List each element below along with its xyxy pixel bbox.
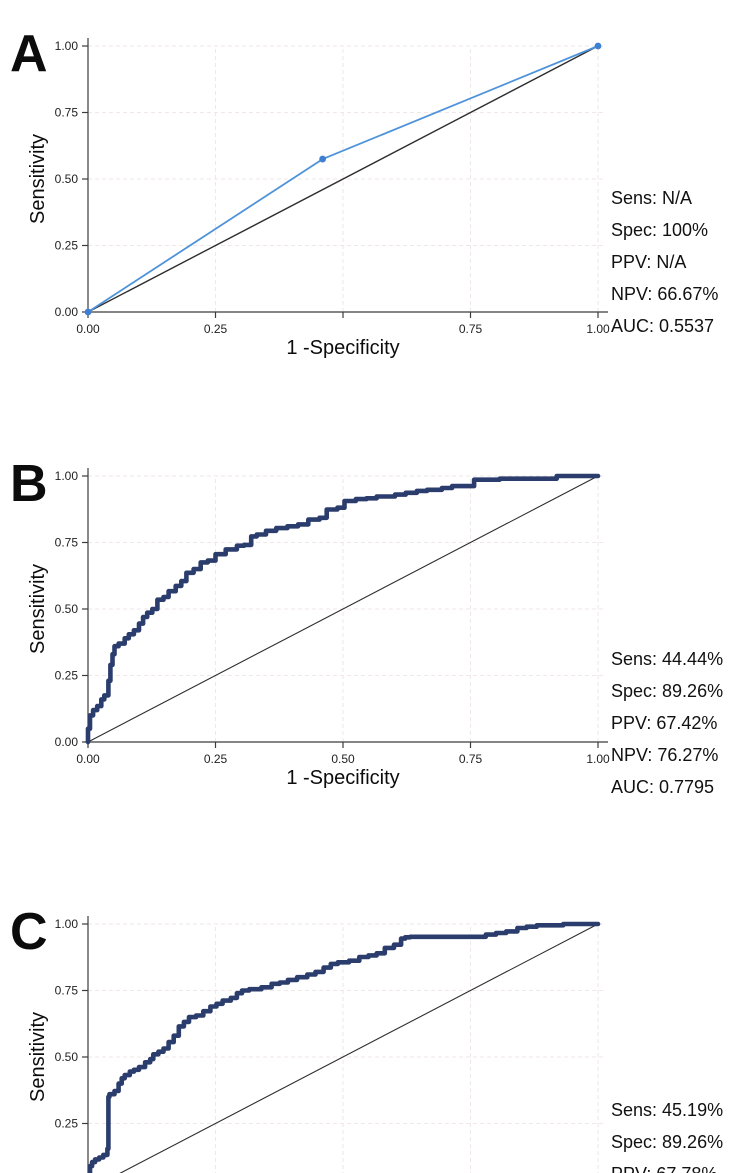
svg-text:0.75: 0.75 xyxy=(459,322,483,336)
svg-text:0.50: 0.50 xyxy=(55,172,79,186)
svg-text:1.00: 1.00 xyxy=(586,322,610,336)
svg-text:0.75: 0.75 xyxy=(459,752,483,766)
svg-text:0.25: 0.25 xyxy=(204,322,228,336)
stats-block-c: Sens: 45.19% Spec: 89.26% PPV: 67.78% NP… xyxy=(611,1094,750,1173)
stat-ppv: PPV: N/A xyxy=(611,252,687,272)
stats-block-b: Sens: 44.44% Spec: 89.26% PPV: 67.42% NP… xyxy=(611,643,750,803)
stat-specificity: Spec: 100% xyxy=(611,220,709,240)
stat-npv: NPV: 66.67% xyxy=(611,284,719,304)
svg-text:Sensitivity: Sensitivity xyxy=(28,564,49,654)
svg-text:1 -Specificity: 1 -Specificity xyxy=(286,337,399,359)
svg-text:0.25: 0.25 xyxy=(55,669,79,683)
svg-text:0.50: 0.50 xyxy=(55,1050,79,1064)
svg-text:1 -Specificity: 1 -Specificity xyxy=(286,767,399,789)
roc-plot-a: 0.00 0.25 0.75 1.00 0.00 0.25 0.50 0.75 1.00 1 -S… xyxy=(28,38,610,359)
stat-ppv: PPV: 67.78% xyxy=(611,1158,750,1173)
svg-text:0.25: 0.25 xyxy=(55,1117,79,1131)
svg-text:0.00: 0.00 xyxy=(55,735,79,749)
svg-text:1.00: 1.00 xyxy=(586,752,610,766)
stat-auc: AUC: 0.7795 xyxy=(611,777,715,797)
svg-text:0.75: 0.75 xyxy=(55,536,79,550)
svg-text:0.25: 0.25 xyxy=(55,239,79,253)
stat-sensitivity: Sens: N/A xyxy=(611,188,693,208)
panel-a: A 0.00 0.25 0.75 1.00 0.00 0.25 0.50 0.75 1.00 1 … xyxy=(0,26,750,404)
panel-a-letter: A xyxy=(10,25,48,83)
panel-b: B 0.00 0.25 0.50 0.75 1.00 0.00 0.25 0.50 0.75 1.… xyxy=(0,456,750,840)
svg-text:Sensitivity: Sensitivity xyxy=(28,134,49,224)
stat-ppv: PPV: 67.42% xyxy=(611,713,718,733)
stat-sensitivity: Sens: 44.44% xyxy=(611,649,724,669)
panel-b-letter: B xyxy=(10,455,48,513)
svg-text:0.50: 0.50 xyxy=(331,752,355,766)
stat-specificity: Spec: 89.26% xyxy=(611,681,724,701)
svg-text:0.50: 0.50 xyxy=(55,602,79,616)
stat-auc: AUC: 0.5537 xyxy=(611,316,715,336)
svg-text:0.25: 0.25 xyxy=(204,752,228,766)
panel-c-letter: C xyxy=(10,903,48,961)
svg-text:0.75: 0.75 xyxy=(55,984,79,998)
svg-text:Sensitivity: Sensitivity xyxy=(28,1012,49,1102)
stat-specificity: Spec: 89.26% xyxy=(611,1132,724,1152)
svg-text:0.00: 0.00 xyxy=(76,752,100,766)
svg-text:0.00: 0.00 xyxy=(55,305,79,319)
roc-plot-c: 0.000.250.500.751.000.000.250.500.751.00… xyxy=(28,916,606,1173)
svg-text:1.00: 1.00 xyxy=(55,917,79,931)
stat-npv: NPV: 76.27% xyxy=(611,745,719,765)
roc-plot-b: 0.00 0.25 0.50 0.75 1.00 0.00 0.25 0.50 0.75 1.00… xyxy=(28,468,610,789)
svg-text:0.00: 0.00 xyxy=(76,322,100,336)
svg-text:1.00: 1.00 xyxy=(55,469,79,483)
stat-sensitivity: Sens: 45.19% xyxy=(611,1100,724,1120)
panel-c: C 0.000.250.500.751.000.000.250.500.751.… xyxy=(0,904,750,1173)
svg-text:1.00: 1.00 xyxy=(55,39,79,53)
svg-text:0.75: 0.75 xyxy=(55,106,79,120)
stats-block-a: Sens: N/A Spec: 100% PPV: N/A NPV: 66.67… xyxy=(611,182,750,342)
